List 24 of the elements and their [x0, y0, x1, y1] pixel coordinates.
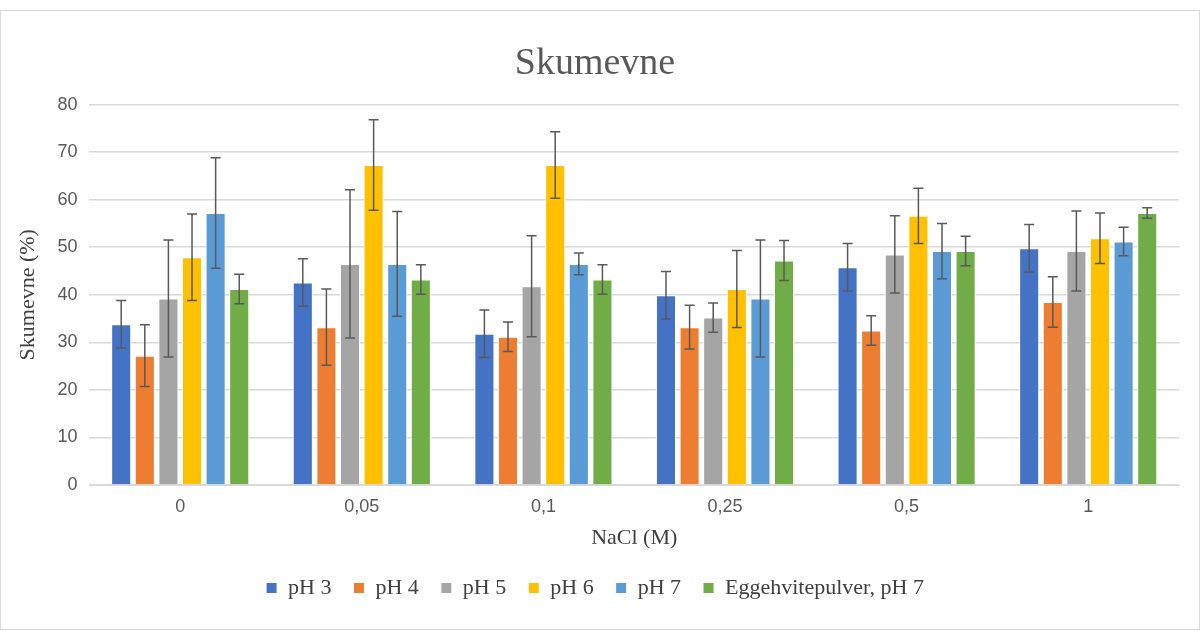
- x-tick-label: 0,1: [530, 495, 556, 516]
- legend-label: Eggehvitepulver, pH 7: [725, 573, 924, 599]
- y-tick-label: 50: [57, 236, 78, 257]
- y-tick-label: 70: [57, 141, 78, 162]
- y-tick-label: 40: [57, 283, 78, 304]
- x-tick-label: 0,05: [344, 495, 380, 516]
- y-tick-label: 60: [57, 188, 78, 209]
- x-axis-title: NaCl (M): [591, 523, 678, 549]
- x-tick-label: 1: [1083, 495, 1094, 516]
- y-tick-label: 0: [67, 473, 78, 494]
- chart-title: Skumevne: [514, 39, 676, 82]
- x-tick-label: 0,25: [707, 495, 743, 516]
- legend-label: pH 7: [637, 573, 682, 599]
- x-tick-label: 0,5: [894, 495, 920, 516]
- legend-label: pH 3: [288, 573, 332, 599]
- y-tick-label: 10: [57, 426, 78, 447]
- x-tick-label: 0: [175, 495, 186, 516]
- y-tick-label: 20: [57, 378, 78, 399]
- y-tick-label: 80: [57, 93, 78, 114]
- legend-label: pH 5: [462, 573, 507, 599]
- legend-label: pH 4: [375, 573, 419, 599]
- legend-label: pH 6: [550, 573, 594, 599]
- y-tick-label: 30: [57, 331, 78, 352]
- y-axis-title: Skumevne (%): [13, 229, 39, 361]
